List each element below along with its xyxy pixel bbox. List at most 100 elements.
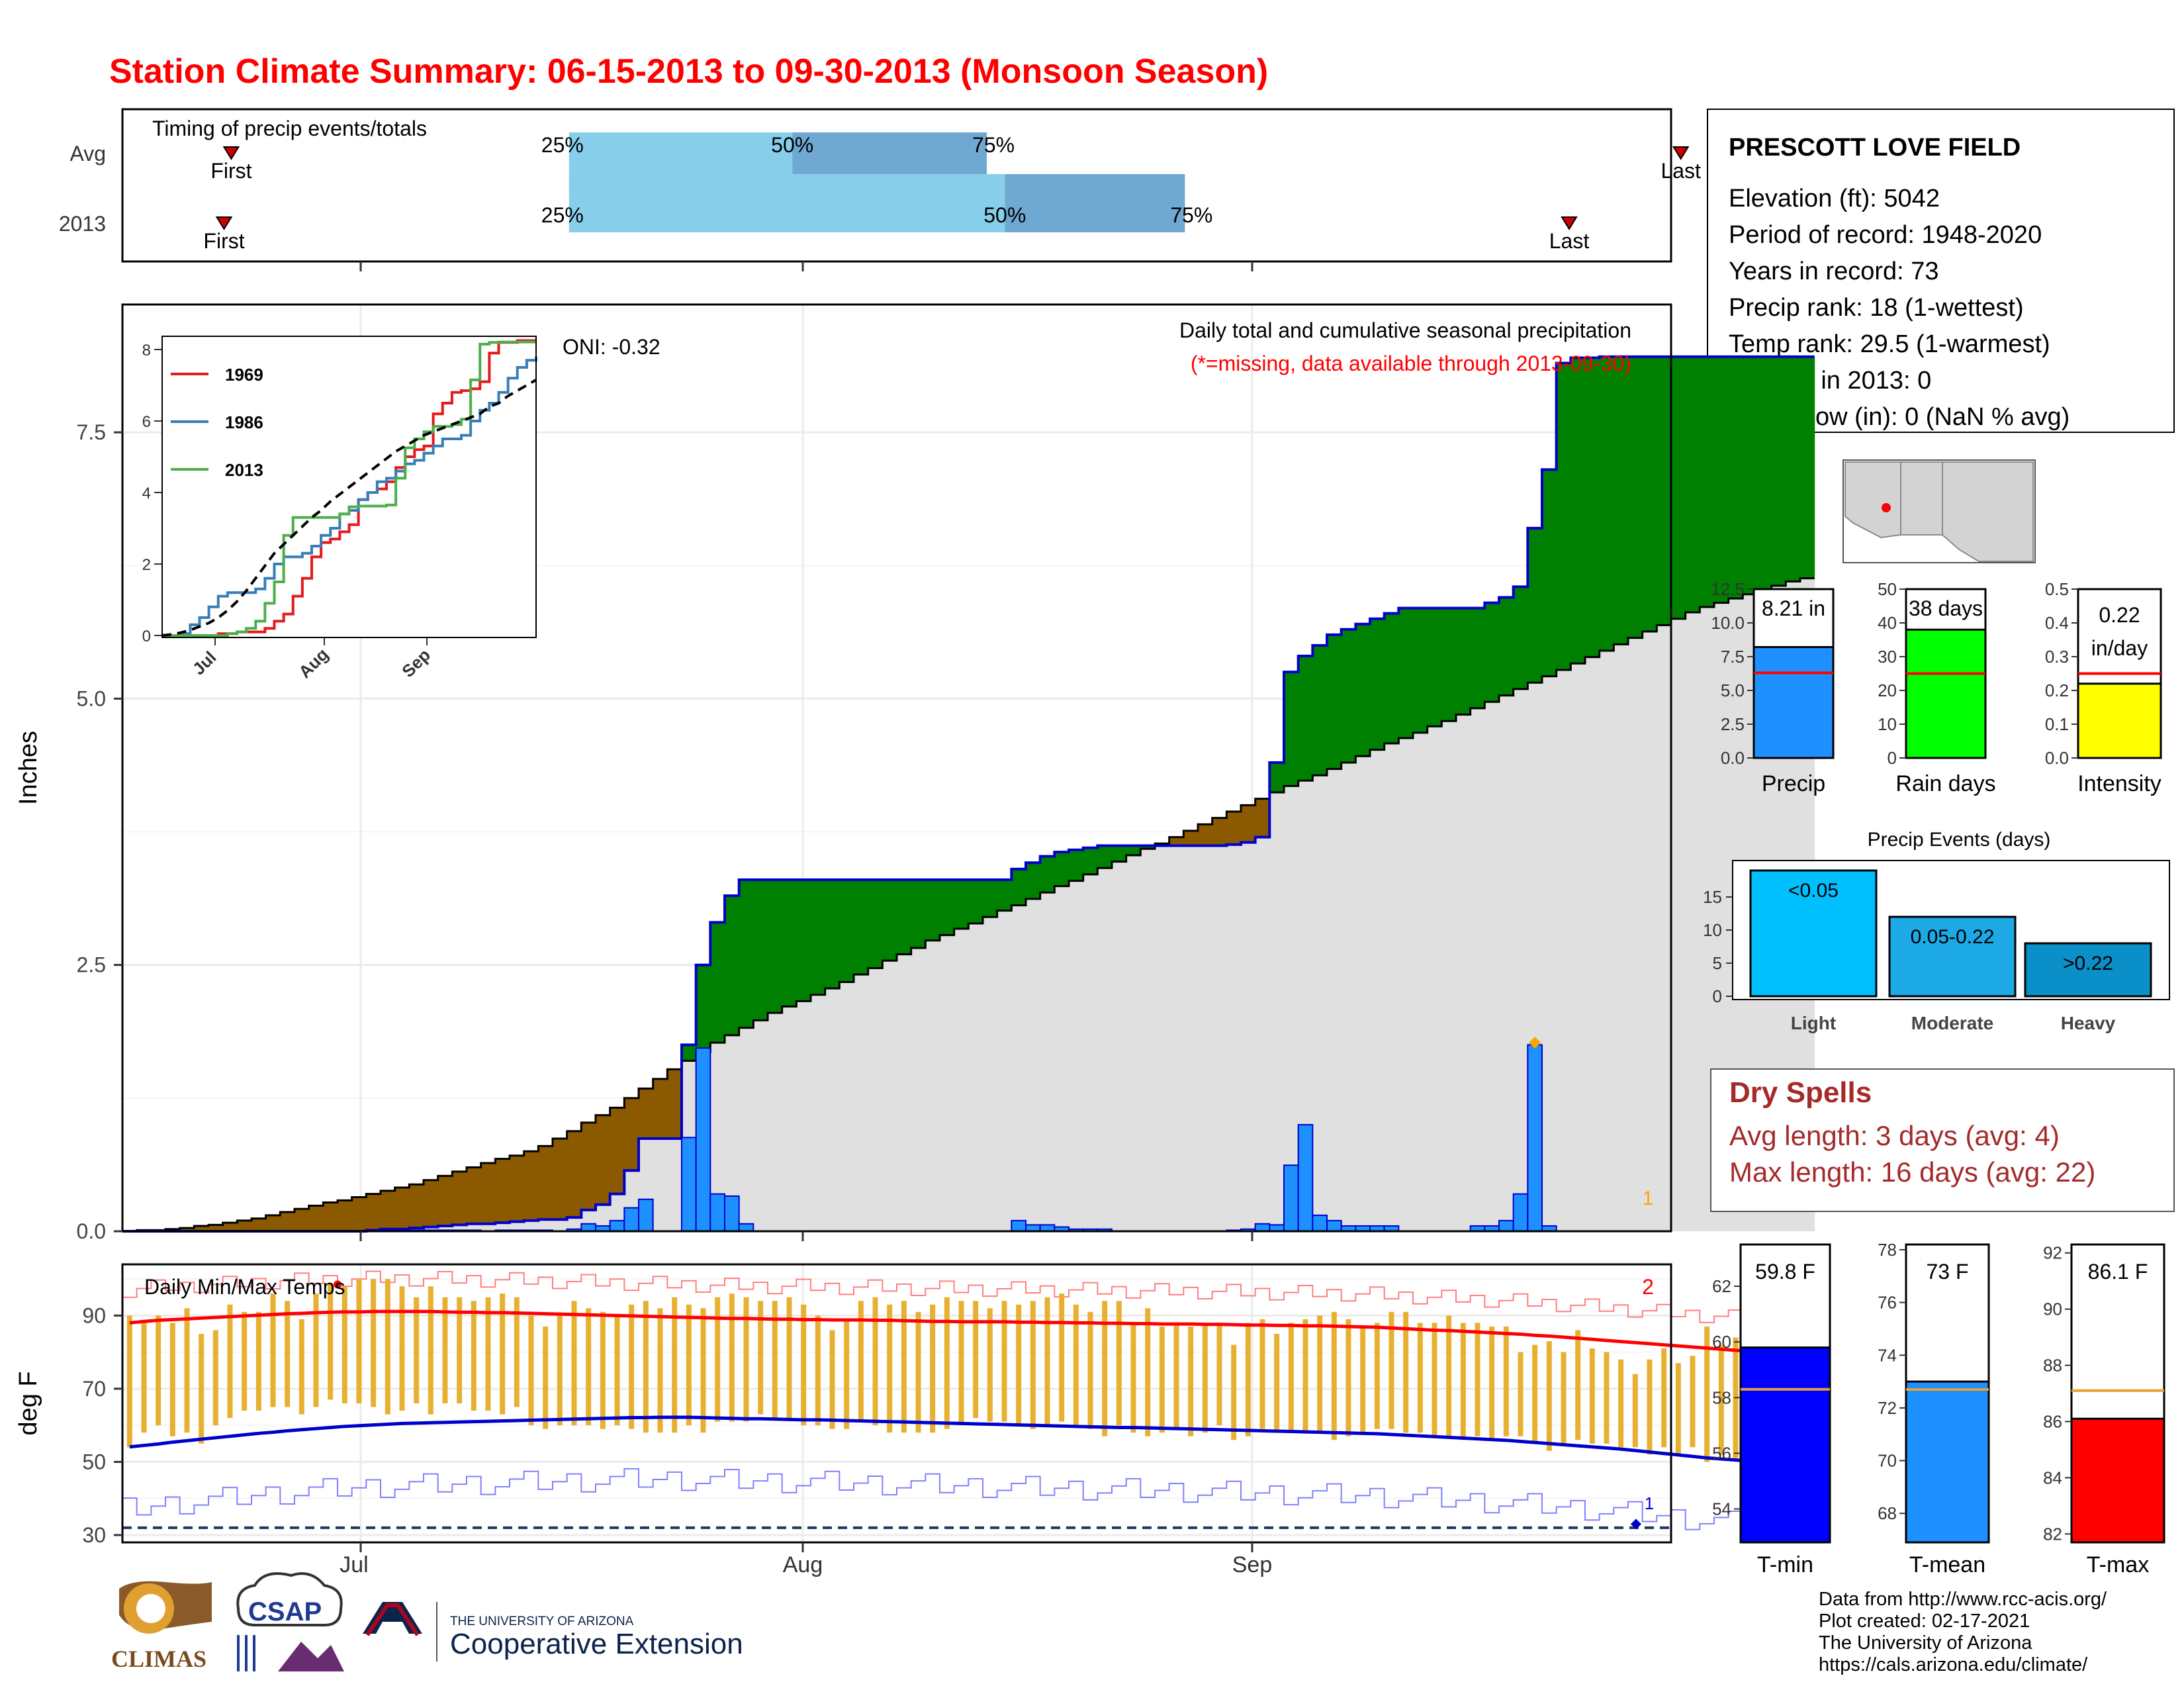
temp-y-tick-label: 70 — [82, 1377, 106, 1401]
daily-temp-bar — [255, 1311, 261, 1411]
above-average-fill — [1140, 845, 1156, 849]
record-min-line — [122, 1468, 1815, 1538]
average-fill — [1642, 632, 1657, 1231]
daily-temp-bar — [987, 1308, 993, 1422]
daily-temp-bar — [1130, 1323, 1136, 1433]
climas-logo: CLIMAS — [111, 1581, 212, 1672]
season-tick-label: 2.5 — [1721, 714, 1745, 734]
daily-temp-bar — [1102, 1301, 1108, 1436]
daily-temp-bar — [227, 1304, 233, 1419]
daily-temp-bar — [328, 1282, 334, 1400]
above-average-fill — [940, 879, 955, 935]
inset-series-avg — [161, 379, 537, 637]
daily-temp-bar — [500, 1293, 506, 1415]
daily-temp-bar — [1073, 1304, 1079, 1426]
daily-temp-bar — [1159, 1326, 1165, 1433]
daily-temp-bar — [944, 1297, 950, 1429]
events-bar-moderate — [1888, 915, 2017, 998]
average-fill — [1126, 855, 1141, 1231]
below-average-fill — [510, 1155, 525, 1222]
station-years: Years in record: 73 — [1729, 258, 1939, 285]
tmean-axis-label: T-max — [2087, 1552, 2149, 1577]
season-tick-label: 40 — [1878, 613, 1897, 633]
below-average-fill — [1183, 830, 1199, 846]
daily-temp-bar — [313, 1293, 319, 1407]
temp-plot — [122, 1270, 1815, 1538]
season-value-label: 38 days — [1909, 596, 1983, 620]
below-average-fill — [295, 1209, 310, 1231]
above-average-fill — [854, 879, 869, 975]
page-title: Station Climate Summary: 06-15-2013 to 0… — [109, 52, 1268, 91]
below-average-fill — [251, 1218, 267, 1231]
average-fill — [882, 961, 897, 1231]
above-average-fill — [1657, 356, 1672, 626]
daily-temp-bar — [1432, 1323, 1437, 1436]
average-cumulative-line — [122, 577, 1815, 1233]
tmean-tick-label: 54 — [1712, 1499, 1731, 1519]
below-average-fill — [553, 1139, 568, 1220]
daily-temp-bar — [758, 1301, 764, 1415]
daily-temp-bar — [1173, 1323, 1179, 1429]
daily-temp-bar — [1044, 1297, 1050, 1426]
above-average-fill — [1800, 356, 1815, 579]
daily-precip-bar — [1011, 1219, 1027, 1233]
daily-temp-bar — [1145, 1308, 1151, 1436]
below-average-fill — [366, 1194, 381, 1231]
average-fill — [739, 1027, 754, 1231]
above-average-fill — [1456, 608, 1471, 715]
daily-temp-bar — [1647, 1359, 1653, 1455]
average-fill — [653, 1139, 668, 1231]
season-axis-label: Precip — [1762, 771, 1825, 796]
below-average-fill — [1198, 824, 1213, 846]
average-fill — [782, 1006, 797, 1231]
tmean-tick-label: 86 — [2043, 1411, 2062, 1431]
daily-precip-bar — [580, 1223, 596, 1232]
below-average-fill — [394, 1188, 410, 1229]
average-fill — [1069, 880, 1084, 1231]
inset-series-2013 — [162, 340, 536, 637]
above-average-fill — [1054, 852, 1069, 886]
average-fill — [1083, 874, 1098, 1231]
timing-row-avg-name: Avg — [69, 142, 106, 165]
above-average-fill — [1083, 847, 1098, 874]
above-average-fill — [868, 879, 883, 968]
daily-temp-bar — [743, 1297, 749, 1422]
timing-first-label: First — [203, 229, 244, 253]
average-fill — [1040, 892, 1055, 1231]
daily-temp-bar — [184, 1308, 190, 1433]
season-tick-label: 0.1 — [2045, 714, 2069, 734]
daily-temp-bar — [657, 1308, 663, 1433]
tmean-bar-t-min — [1739, 1346, 1831, 1544]
daily-precip-bar — [609, 1219, 625, 1233]
daily-temp-bar — [1718, 1344, 1724, 1455]
below-average-fill — [667, 1069, 682, 1139]
above-average-fill — [1413, 608, 1428, 733]
daily-precip-bar — [1326, 1219, 1342, 1233]
average-fill — [567, 1217, 582, 1231]
above-average-fill — [1112, 845, 1127, 862]
daily-temp-bar — [1345, 1319, 1351, 1436]
station-name: PRESCOTT LOVE FIELD — [1729, 134, 2021, 162]
average-fill — [1312, 775, 1328, 1231]
average-fill — [811, 994, 826, 1231]
events-title: Precip Events (days) — [1868, 829, 2051, 851]
above-average-fill — [1341, 629, 1356, 763]
average-fill — [1026, 898, 1041, 1231]
above-average-fill — [1069, 849, 1084, 881]
daily-temp-bar — [1231, 1344, 1237, 1440]
daily-temp-bar — [1216, 1323, 1222, 1426]
daily-temp-bar — [1403, 1311, 1409, 1433]
average-fill — [510, 1221, 525, 1231]
record-max-line — [122, 1270, 1815, 1327]
daily-temp-bar — [428, 1286, 433, 1415]
daily-temp-bar — [1059, 1293, 1065, 1422]
tmean-tick-label: 58 — [1712, 1387, 1731, 1407]
average-fill — [1011, 905, 1026, 1231]
daily-temp-bar — [858, 1301, 864, 1422]
daily-temp-bar — [1604, 1352, 1610, 1444]
above-average-fill — [1040, 856, 1055, 893]
daily-temp-bar — [169, 1323, 175, 1436]
tmean-axis-label: T-min — [1757, 1552, 1813, 1577]
average-fill — [839, 982, 854, 1231]
average-fill — [1341, 762, 1356, 1231]
